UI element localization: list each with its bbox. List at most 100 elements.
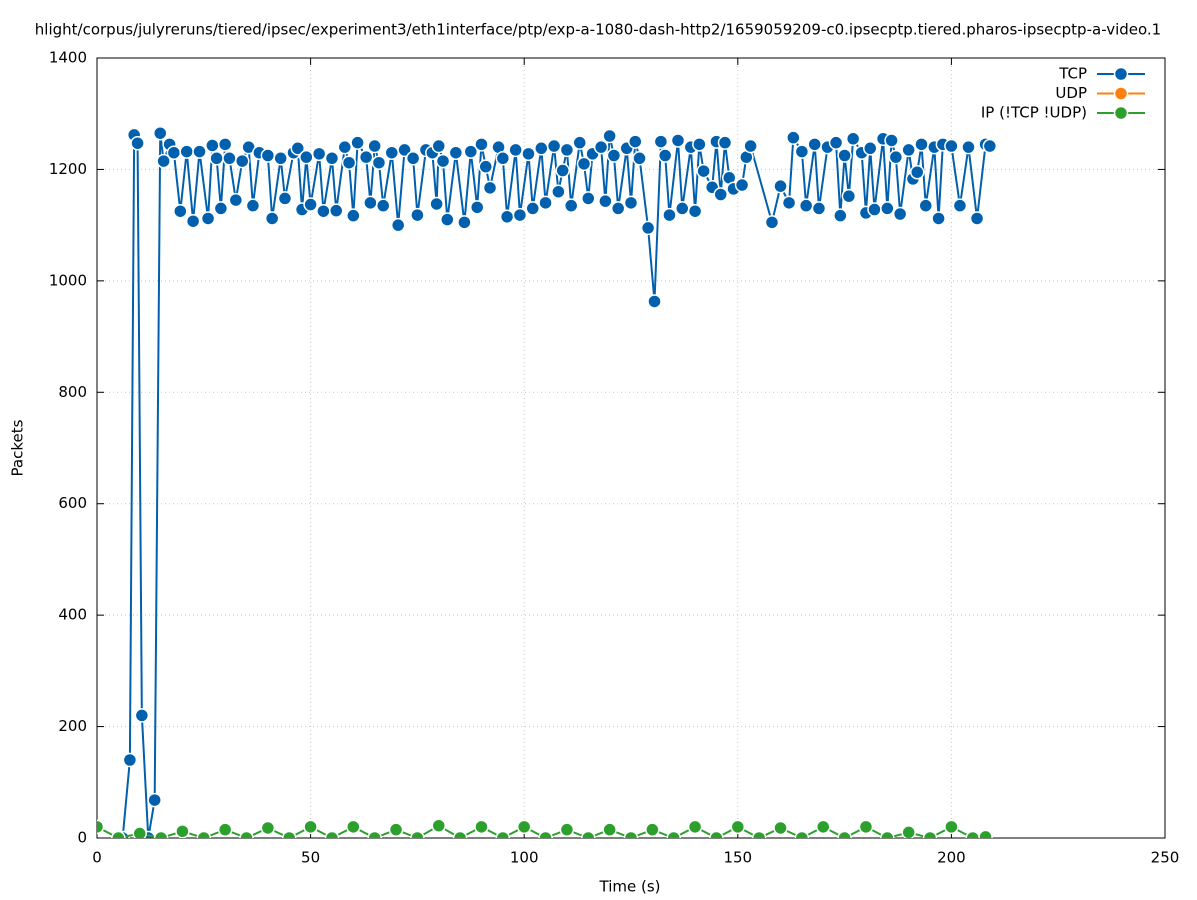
data-point bbox=[709, 830, 724, 838]
data-point bbox=[773, 820, 788, 836]
data-point bbox=[228, 192, 244, 208]
data-point bbox=[982, 138, 998, 154]
data-point bbox=[367, 830, 382, 838]
data-point bbox=[290, 141, 306, 156]
data-point bbox=[350, 135, 365, 150]
data-point bbox=[602, 822, 617, 837]
data-point bbox=[807, 137, 822, 152]
data-point bbox=[931, 211, 946, 226]
data-point bbox=[448, 145, 464, 160]
legend-swatch bbox=[1113, 66, 1129, 82]
data-point bbox=[474, 819, 489, 835]
data-point bbox=[862, 141, 878, 156]
data-point bbox=[773, 178, 788, 194]
data-point bbox=[867, 202, 882, 217]
data-point bbox=[435, 153, 451, 169]
x-tick-label: 150 bbox=[723, 849, 752, 867]
data-point bbox=[431, 138, 447, 154]
y-tick-label: 0 bbox=[77, 829, 87, 847]
data-point bbox=[156, 153, 171, 169]
data-point bbox=[495, 151, 511, 166]
data-point bbox=[687, 819, 703, 835]
data-point bbox=[440, 212, 455, 227]
data-point bbox=[815, 819, 831, 835]
data-point bbox=[367, 138, 382, 154]
data-point bbox=[410, 207, 425, 223]
data-point bbox=[606, 148, 622, 163]
data-point bbox=[922, 830, 938, 838]
data-point bbox=[546, 138, 562, 154]
data-point bbox=[786, 130, 801, 145]
data-point bbox=[371, 155, 387, 170]
data-point bbox=[965, 830, 981, 838]
data-point bbox=[239, 830, 254, 838]
data-point bbox=[303, 197, 318, 212]
data-point bbox=[640, 220, 656, 236]
data-point bbox=[918, 198, 934, 213]
data-point bbox=[175, 824, 190, 838]
data-point bbox=[632, 151, 647, 166]
legend-label: UDP bbox=[1055, 84, 1087, 102]
data-point bbox=[482, 180, 498, 196]
data-point bbox=[153, 830, 169, 838]
data-point bbox=[324, 830, 340, 838]
data-point bbox=[260, 148, 276, 163]
data-point bbox=[602, 128, 617, 144]
data-point bbox=[751, 830, 767, 838]
x-tick-label: 250 bbox=[1151, 849, 1180, 867]
data-point bbox=[538, 195, 553, 211]
data-point bbox=[653, 134, 669, 149]
data-point bbox=[358, 149, 374, 165]
data-point bbox=[152, 125, 168, 141]
plot-area bbox=[97, 125, 998, 838]
data-point bbox=[734, 177, 750, 193]
data-point bbox=[463, 144, 479, 159]
data-point bbox=[173, 203, 188, 219]
data-point bbox=[363, 195, 378, 211]
data-point bbox=[311, 146, 327, 162]
data-point bbox=[346, 208, 361, 223]
data-point bbox=[730, 819, 746, 835]
legend-swatch bbox=[1113, 86, 1129, 101]
data-point bbox=[837, 148, 852, 163]
data-point bbox=[563, 198, 579, 213]
data-point bbox=[901, 142, 916, 158]
x-axis-label: Time (s) bbox=[599, 878, 661, 896]
data-point bbox=[717, 135, 733, 150]
data-point bbox=[581, 830, 596, 838]
data-point bbox=[623, 195, 639, 211]
chart-title: hlight/corpus/julyreruns/tiered/ipsec/ex… bbox=[35, 21, 1161, 39]
data-point bbox=[978, 829, 993, 838]
data-point bbox=[324, 151, 340, 166]
data-point bbox=[538, 830, 553, 838]
data-point bbox=[375, 198, 391, 213]
data-point bbox=[645, 822, 660, 837]
y-tick-label: 200 bbox=[58, 717, 87, 735]
x-tick-label: 0 bbox=[92, 849, 102, 867]
data-point bbox=[166, 145, 182, 160]
data-point bbox=[576, 156, 592, 172]
data-point bbox=[794, 830, 810, 838]
data-point bbox=[316, 203, 331, 219]
data-point bbox=[512, 207, 528, 223]
data-point bbox=[628, 134, 643, 149]
data-point bbox=[880, 830, 895, 838]
y-tick-label: 400 bbox=[58, 606, 87, 624]
data-point bbox=[388, 822, 404, 837]
data-point bbox=[781, 195, 797, 211]
data-point bbox=[192, 144, 207, 159]
data-point bbox=[593, 139, 609, 155]
data-point bbox=[743, 138, 758, 154]
data-point bbox=[884, 133, 899, 148]
legend-label: TCP bbox=[1058, 65, 1087, 83]
legend-swatch bbox=[1113, 105, 1129, 121]
data-point bbox=[234, 153, 250, 169]
data-point bbox=[405, 151, 421, 166]
data-point bbox=[555, 163, 570, 178]
y-tick-label: 1200 bbox=[49, 160, 87, 178]
data-point bbox=[346, 819, 361, 835]
data-point bbox=[670, 133, 686, 148]
data-point bbox=[390, 217, 406, 233]
data-point bbox=[478, 159, 494, 174]
